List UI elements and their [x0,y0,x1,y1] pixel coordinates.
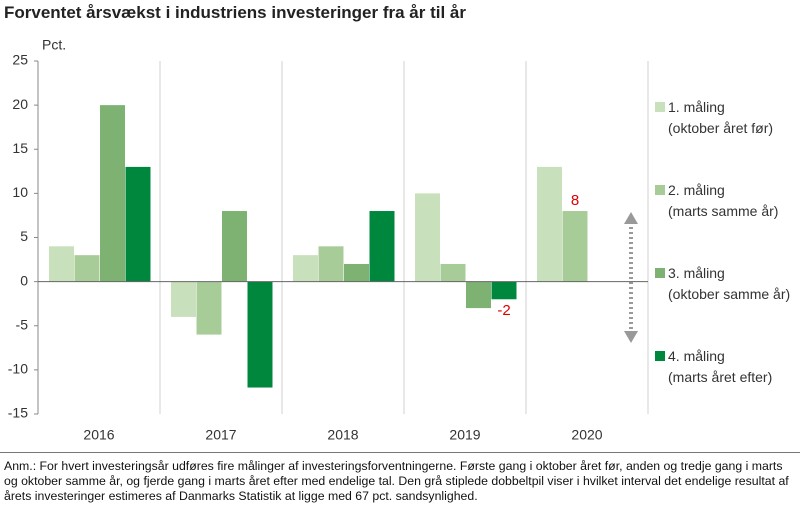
bar [247,281,273,388]
bar [369,211,395,282]
note: Anm.: For hvert investeringsår udføres f… [4,459,789,503]
y-tick-label: 25 [12,52,28,68]
x-tick-label: 2017 [205,427,236,443]
bar [222,211,247,282]
bar [318,246,344,282]
interval-arrow [624,212,638,343]
y-tick-label: 15 [12,140,28,156]
bar [293,255,318,282]
y-axis-label: Pct. [42,37,66,53]
bar [344,263,369,282]
bar [466,281,491,309]
bar [440,263,466,282]
legend-swatch [655,268,665,278]
y-tick-label: -5 [16,316,29,332]
bar [537,166,562,282]
legend-label: 1. måling (oktober året før) [668,99,774,136]
y-tick-label: -15 [8,405,28,421]
legend-label: 4. måling (marts året efter) [668,348,773,385]
x-tick-label: 2016 [83,427,114,443]
legend-label: 2. måling (marts samme år) [668,182,779,219]
x-tick-label: 2019 [449,427,480,443]
y-tick-label: 0 [20,272,28,288]
legend-swatch [655,185,665,195]
bar [49,246,74,282]
bar [74,255,100,282]
separator [0,452,800,453]
bar [562,211,588,282]
legend-swatch [655,351,665,361]
data-label: 8 [571,192,579,209]
chart: Pct. -15 -10 -5 0 5 10 15 20 25 8 -2 2016 2017 2018 20… [8,37,649,443]
bar [196,281,222,335]
x-tick-label: 2020 [571,427,602,443]
legend-swatch [655,102,665,112]
legend-label: 3. måling (oktober samme år) [668,265,791,302]
bar [491,281,517,300]
data-label: -2 [497,302,510,319]
bar [415,193,440,282]
x-tick-label: 2018 [327,427,358,443]
y-tick-label: -10 [8,361,28,377]
bar [125,166,151,282]
y-tick-label: 10 [12,184,28,200]
bar [100,105,125,282]
bar [171,281,196,317]
y-tick-label: 20 [12,96,28,112]
y-tick-label: 5 [20,228,28,244]
chart-title: Forventet årsvækst i industriens investe… [4,3,466,22]
